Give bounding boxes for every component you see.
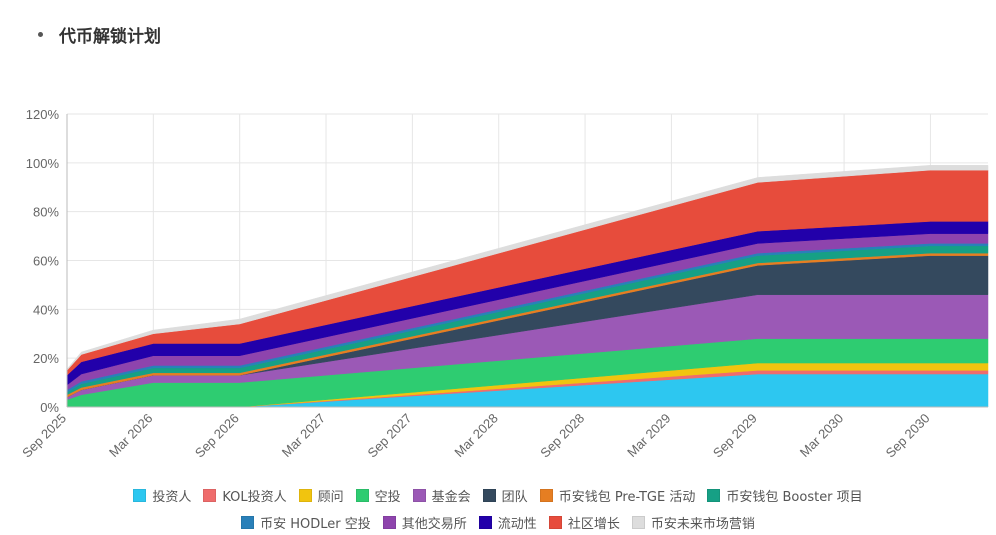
x-tick-label: Mar 2029 (624, 411, 673, 460)
legend-swatch (203, 489, 217, 502)
legend-item[interactable]: 社区增长 (548, 513, 620, 532)
x-tick-label: Sep 2029 (710, 411, 760, 461)
x-tick-label: Mar 2028 (451, 411, 500, 460)
x-tick-label: Mar 2026 (106, 411, 155, 460)
legend-item[interactable]: 币安钱包 Pre-TGE 活动 (539, 486, 696, 505)
y-tick-label: 20% (33, 351, 59, 366)
x-tick-label: Sep 2030 (883, 411, 933, 461)
legend-label: 空投 (374, 490, 401, 505)
legend-label: 其他交易所 (401, 517, 467, 532)
legend-row-2: 币安 HODLer 空投 其他交易所 流动性 社区增长 币安未来市场营销 (0, 513, 996, 532)
legend-label: 投资人 (152, 490, 192, 505)
legend-swatch (382, 516, 396, 529)
legend-item[interactable]: 其他交易所 (382, 513, 467, 532)
legend-swatch (412, 489, 426, 502)
legend-item[interactable]: 币安未来市场营销 (631, 513, 755, 532)
legend-item[interactable]: 顾问 (298, 486, 344, 505)
legend-swatch (631, 516, 645, 529)
chart-title: 代币解锁计划 (59, 27, 161, 47)
x-tick-label: Sep 2025 (19, 411, 69, 461)
legend-label: 币安钱包 Booster 项目 (726, 490, 863, 505)
x-tick-label: Sep 2028 (537, 411, 587, 461)
legend-swatch (478, 516, 492, 529)
legend-item[interactable]: 币安钱包 Booster 项目 (707, 486, 863, 505)
legend-swatch (482, 489, 496, 502)
legend-label: 币安 HODLer 空投 (260, 517, 371, 532)
legend-item[interactable]: KOL投资人 (203, 486, 287, 505)
legend-label: 币安未来市场营销 (650, 517, 755, 532)
legend-label: 币安钱包 Pre-TGE 活动 (558, 490, 696, 505)
legend-row-1: 投资人 KOL投资人 顾问 空投 基金会 团队 币安钱包 Pre-TGE 活动 币安钱包 Bo… (0, 486, 996, 505)
x-tick-label: Mar 2030 (797, 411, 846, 460)
legend-swatch (355, 489, 369, 502)
legend-swatch (241, 516, 255, 529)
chart-svg: 0% 20% 40% 60% 80% 100% 120% Sep 2025 Mar 2026 Se… (19, 107, 989, 461)
area-series-12 (66, 165, 989, 372)
legend-label: 团队 (501, 490, 528, 505)
legend-item[interactable]: 空投 (355, 486, 401, 505)
legend-item[interactable]: 流动性 (478, 513, 537, 532)
title-row: 代币解锁计划 (38, 22, 161, 47)
legend-item[interactable]: 基金会 (412, 486, 471, 505)
legend-label: 社区增长 (567, 517, 620, 532)
legend-item[interactable]: 团队 (482, 486, 528, 505)
legend-swatch (298, 489, 312, 502)
x-tick-label: Sep 2027 (365, 411, 415, 461)
legend-swatch (707, 489, 721, 502)
legend-item[interactable]: 投资人 (133, 486, 191, 505)
legend-label: 顾问 (317, 490, 344, 505)
x-tick-label: Sep 2026 (192, 411, 242, 461)
legend-item[interactable]: 币安 HODLer 空投 (241, 513, 371, 532)
legend-swatch (539, 489, 553, 502)
y-tick-label: 80% (33, 205, 59, 220)
legend-label: 基金会 (431, 490, 471, 505)
y-tick-label: 40% (33, 302, 59, 317)
legend-swatch (133, 489, 147, 502)
y-tick-label: 0% (40, 400, 59, 415)
y-tick-label: 100% (26, 156, 60, 171)
x-tick-label: Mar 2027 (279, 411, 328, 460)
y-tick-label: 60% (33, 254, 59, 269)
legend-swatch (548, 516, 562, 529)
legend-label: 流动性 (497, 517, 537, 532)
bullet-icon (38, 32, 43, 37)
y-tick-label: 120% (26, 107, 60, 122)
legend-label: KOL投资人 (222, 490, 287, 505)
